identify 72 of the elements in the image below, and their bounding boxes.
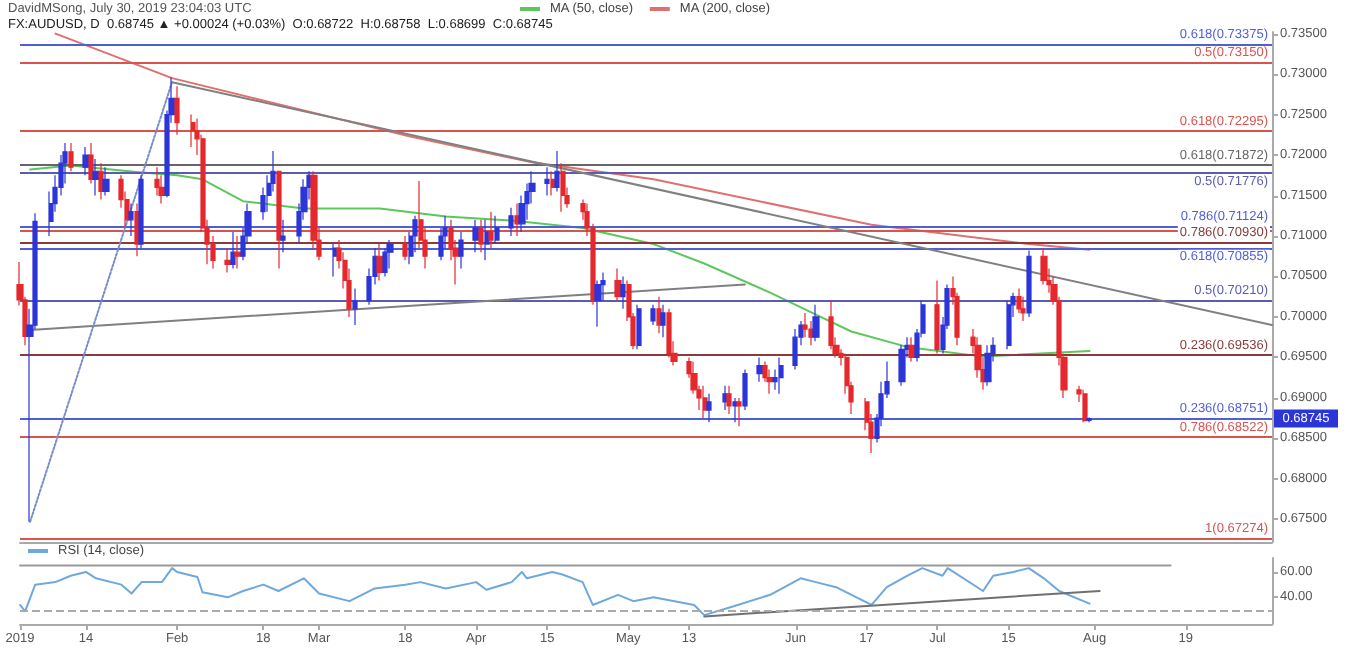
candlestick [808, 320, 814, 346]
candlestick [650, 304, 656, 326]
candlestick [1026, 249, 1032, 318]
candlestick [706, 393, 712, 423]
candlestick [488, 211, 494, 249]
candlestick [726, 385, 732, 415]
line-series [54, 32, 1091, 251]
candlestick [508, 207, 514, 237]
candlestick [88, 142, 94, 184]
candlestick [778, 356, 784, 395]
candlestick [544, 166, 550, 197]
candlestick [402, 235, 408, 261]
candlestick [332, 243, 338, 278]
candlestick [756, 356, 764, 383]
candlestick [494, 215, 500, 245]
candlestick [984, 344, 992, 387]
candlestick [514, 203, 520, 237]
candlestick [1082, 389, 1088, 423]
line-series [29, 164, 1091, 358]
candlestick [376, 243, 384, 282]
candlestick [280, 219, 286, 253]
candlestick [812, 304, 820, 342]
candlestick [174, 85, 180, 136]
candlestick [620, 275, 626, 310]
candlestick [666, 308, 672, 359]
candlestick [722, 385, 728, 411]
candlestick [594, 279, 602, 328]
candlestick [660, 304, 666, 338]
candlestick [766, 368, 774, 395]
candlestick [472, 219, 480, 253]
candlestick [234, 235, 242, 269]
line-series [19, 567, 1091, 617]
candlestick [550, 170, 556, 197]
candlestick [1020, 296, 1026, 322]
candlestick [190, 113, 196, 148]
candlestick [458, 231, 464, 269]
candlestick [82, 146, 90, 176]
candlestick [898, 344, 906, 387]
candlestick [802, 312, 808, 338]
candlestick [134, 203, 140, 257]
candlestick [128, 203, 134, 237]
candlestick [224, 247, 232, 274]
candlestick [98, 162, 104, 201]
candlestick [792, 328, 798, 371]
candlestick [656, 296, 662, 334]
candlestick [138, 174, 144, 249]
candlestick [102, 166, 110, 197]
candlestick [386, 239, 394, 269]
candlestick [736, 397, 742, 427]
candlestick [478, 219, 484, 253]
candlestick [702, 385, 708, 419]
candlestick [230, 231, 236, 269]
candlestick [382, 247, 388, 278]
candlestick [158, 174, 166, 205]
candlestick [934, 279, 940, 354]
candlestick [1016, 288, 1022, 314]
candlestick [276, 170, 282, 269]
candlestick [484, 219, 490, 261]
candlestick [68, 142, 74, 172]
candlestick [554, 150, 560, 193]
candlestick [742, 368, 748, 411]
candlestick [1006, 300, 1012, 350]
candlestick [614, 267, 622, 302]
candlestick [908, 336, 916, 363]
candlestick [560, 162, 566, 213]
candlestick [352, 288, 358, 326]
candlestick [154, 166, 160, 197]
candlestick [828, 300, 834, 350]
candlestick [92, 158, 100, 197]
candlestick [732, 397, 738, 423]
candlestick [636, 304, 642, 350]
candlestick [1040, 247, 1048, 286]
